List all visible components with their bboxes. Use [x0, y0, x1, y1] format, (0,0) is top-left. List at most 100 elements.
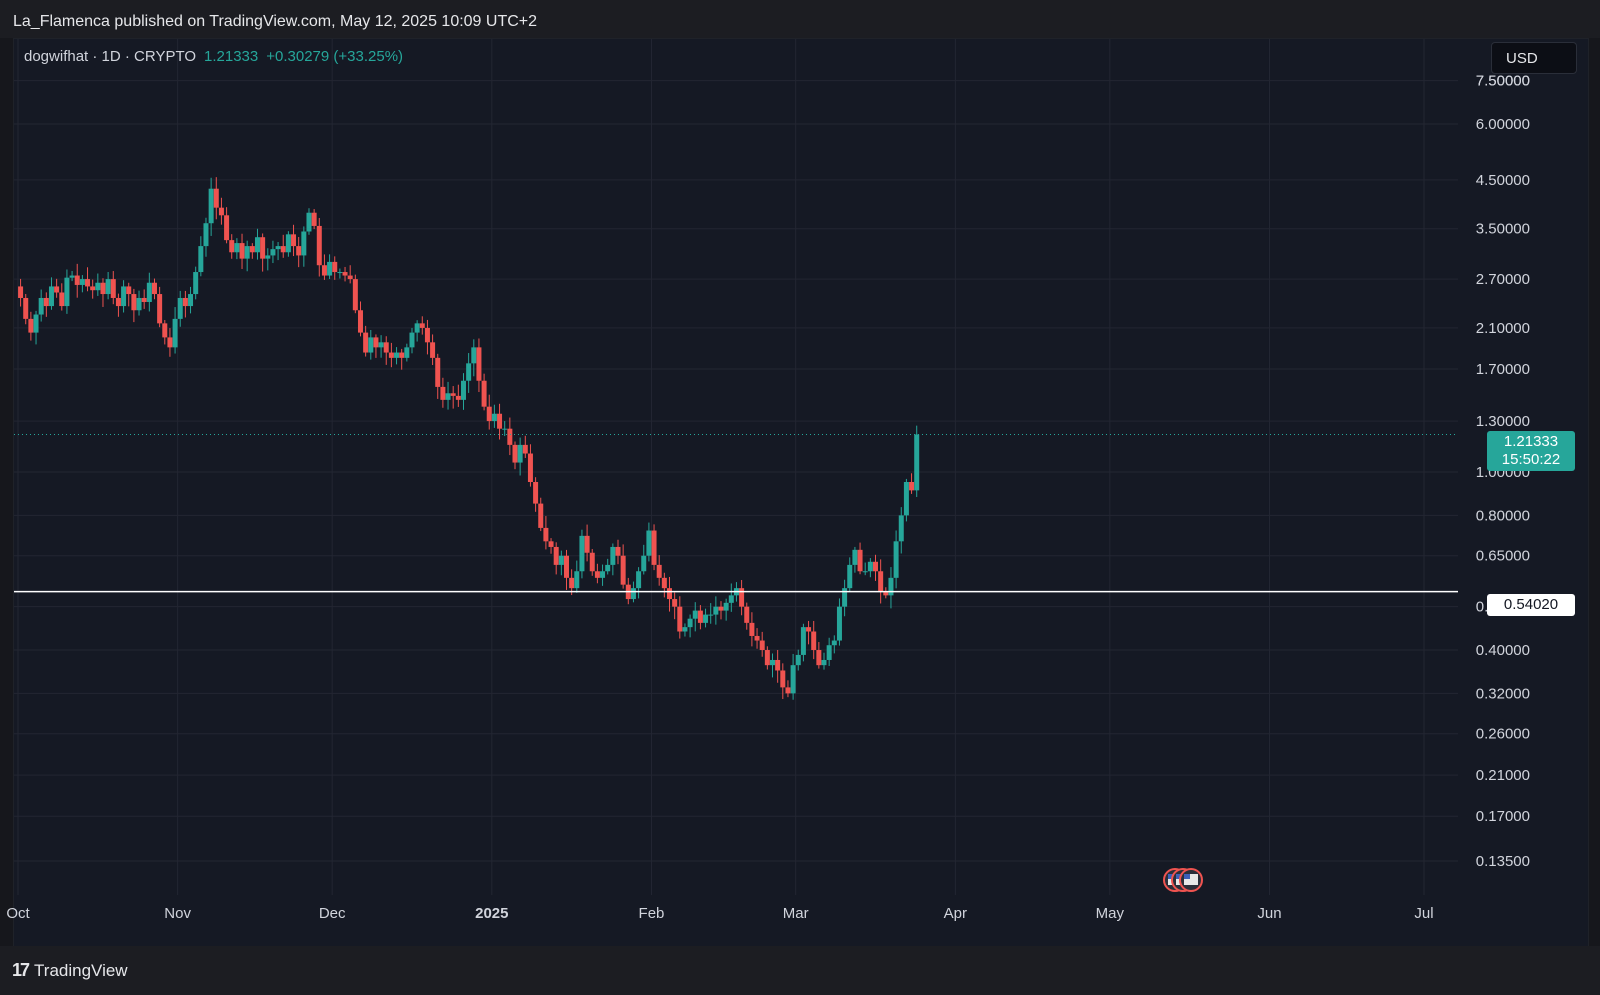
candle-body: [718, 606, 724, 611]
candle-body: [424, 327, 430, 343]
candle-body: [867, 561, 873, 572]
candle-body: [790, 665, 796, 694]
candle-body: [373, 337, 379, 348]
candle-body: [172, 318, 178, 348]
y-tick-label: 1.30000: [1476, 413, 1530, 430]
candle-body: [893, 541, 899, 578]
candle-body: [512, 444, 518, 463]
candle-body: [527, 453, 533, 482]
legend-change: +0.30279 (+33.25%): [266, 48, 404, 65]
x-tick-label: 2025: [475, 905, 508, 922]
candle-body: [708, 614, 714, 616]
bar-countdown: 15:50:22: [1501, 451, 1561, 468]
candle-body: [105, 279, 111, 295]
candle-body: [862, 571, 868, 573]
candle-body: [435, 357, 441, 387]
candle-body: [842, 588, 848, 607]
candle-body: [48, 286, 54, 307]
candle-body: [280, 246, 286, 253]
y-tick-label: 7.50000: [1476, 73, 1530, 90]
x-tick-label: Jul: [1414, 905, 1433, 922]
currency-button[interactable]: USD: [1491, 42, 1577, 74]
candle-body: [548, 541, 554, 547]
y-tick-label: 0.32000: [1476, 685, 1530, 702]
candle-body: [713, 606, 719, 615]
y-tick-label: 1.70000: [1476, 361, 1530, 378]
candle-body: [59, 292, 65, 307]
candle-body: [208, 188, 214, 224]
candle-body: [414, 323, 420, 333]
candle-body: [229, 240, 235, 253]
y-tick-label: 0.65000: [1476, 548, 1530, 565]
y-tick-label: 6.00000: [1476, 116, 1530, 133]
candle-body: [852, 549, 858, 565]
candle-body: [218, 207, 224, 216]
candle-body: [589, 552, 595, 572]
candle-body: [543, 527, 549, 542]
candle-body: [193, 272, 199, 295]
candle-body: [177, 297, 183, 319]
publisher-bar: La_Flamenca published on TradingView.com…: [0, 0, 1600, 38]
candle-body: [821, 659, 827, 666]
candle-body: [507, 428, 513, 445]
candle-body: [383, 342, 389, 353]
candle-body: [265, 255, 271, 259]
tradingview-logo[interactable]: 17 TradingView: [12, 960, 128, 981]
candle-body: [744, 606, 750, 623]
flag-field: [1184, 874, 1198, 885]
candle-body: [749, 622, 755, 636]
candle-body: [115, 297, 121, 307]
symbol-name: dogwifhat · 1D · CRYPTO: [24, 48, 197, 65]
tradingview-logo-icon: 17: [12, 960, 30, 980]
candle-body: [146, 282, 152, 302]
candle-body: [440, 386, 446, 400]
candle-body: [486, 406, 492, 422]
candle-body: [594, 571, 600, 578]
candle-body: [327, 261, 333, 276]
candle-body: [450, 393, 456, 396]
chart-frame[interactable]: [13, 38, 1589, 948]
candle-body: [806, 627, 812, 632]
x-tick-label: Nov: [164, 905, 191, 922]
candle-body: [692, 610, 698, 619]
candle-body: [816, 650, 822, 666]
candle-body: [162, 323, 168, 338]
candle-body: [33, 314, 39, 333]
candle-body: [224, 215, 230, 241]
candle-body: [18, 286, 24, 298]
candle-body: [857, 549, 863, 572]
candle-body: [347, 275, 353, 280]
y-tick-label: 0.17000: [1476, 808, 1530, 825]
candle-body: [903, 481, 909, 516]
candle-body: [672, 599, 678, 607]
candle-body: [291, 234, 297, 247]
candle-body: [646, 530, 652, 556]
candle-body: [378, 342, 384, 348]
candle-body: [141, 297, 147, 302]
candle-body: [311, 212, 317, 226]
candle-body: [656, 564, 662, 578]
y-tick-label: 3.50000: [1476, 221, 1530, 238]
candle-body: [553, 546, 559, 565]
candle-body: [316, 225, 322, 266]
flag-canton: [1184, 874, 1190, 879]
candle-body: [69, 275, 75, 278]
symbol-legend: dogwifhat · 1D · CRYPTO 1.21333 +0.30279…: [24, 48, 403, 65]
candle-body: [270, 249, 276, 256]
footer-bar: [0, 946, 1600, 995]
candle-body: [337, 272, 343, 274]
candle-body: [409, 332, 415, 348]
candle-body: [836, 606, 842, 641]
candle-body: [460, 380, 466, 400]
candle-body: [404, 347, 410, 358]
candle-body: [167, 337, 173, 348]
candle-body: [332, 261, 338, 273]
candle-body: [244, 246, 250, 259]
publisher-text: La_Flamenca published on TradingView.com…: [13, 13, 538, 30]
candle-body: [630, 588, 636, 600]
candle-body: [909, 481, 915, 491]
candle-body: [301, 231, 307, 256]
candle-body: [357, 310, 363, 333]
candle-body: [914, 434, 920, 491]
